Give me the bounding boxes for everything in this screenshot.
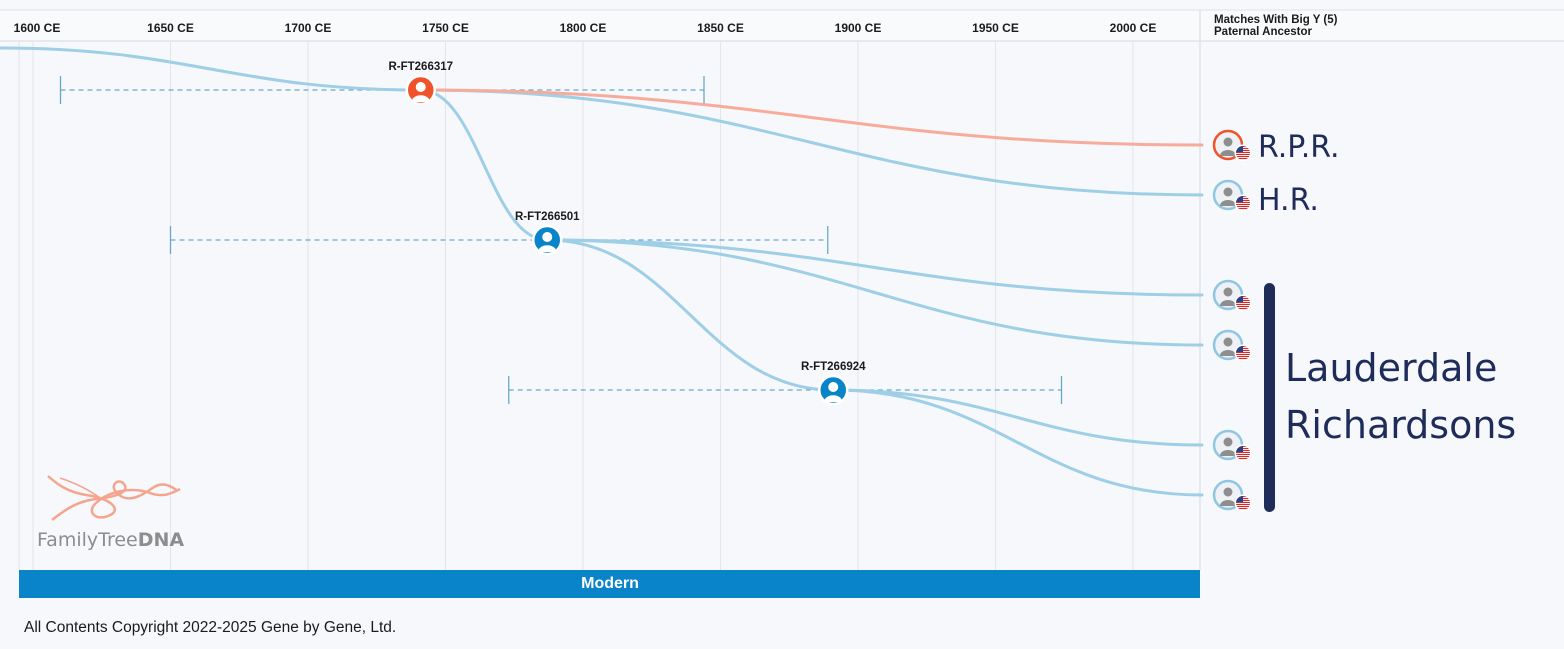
lineage-to-match — [545, 238, 1204, 347]
gridlines — [32, 41, 1134, 570]
axis-tick-label: 1900 CE — [835, 21, 882, 35]
svg-text:FamilyTreeDNA: FamilyTreeDNA — [37, 529, 184, 551]
group-label-line1: Lauderdale — [1285, 346, 1497, 390]
confidence-intervals — [59, 76, 1063, 404]
axis-tick-label: 1650 CE — [147, 21, 194, 35]
lineage-root — [0, 46, 423, 92]
avatar-person-body — [1220, 300, 1236, 306]
brand-text-light: FamilyTree — [37, 529, 138, 551]
match-label-hr: H.R. — [1258, 183, 1319, 218]
axis-tick-label: 1850 CE — [697, 21, 744, 35]
person-icon-head — [542, 232, 553, 242]
axis-tick-label: 1600 CE — [14, 21, 61, 35]
header-band — [0, 10, 1564, 41]
avatar-person-head — [1223, 287, 1233, 297]
person-icon-body — [411, 95, 430, 102]
copyright-footer: All Contents Copyright 2022-2025 Gene by… — [24, 619, 397, 636]
brand-text-bold: DNA — [138, 529, 185, 551]
avatar-person-head — [1223, 187, 1233, 197]
match-avatar[interactable] — [1212, 279, 1252, 312]
us-flag-icon — [1234, 444, 1252, 462]
match-avatar[interactable] — [1212, 179, 1252, 212]
lineage-to-match — [545, 238, 1204, 297]
lineage-to-node — [545, 238, 835, 392]
familytreedna-logo: FamilyTreeDNA — [37, 475, 184, 551]
person-icon-head — [415, 82, 426, 92]
axis-tick-labels: 1600 CE 1650 CE 1700 CE 1750 CE 1800 CE 1850 … — [14, 21, 1157, 35]
us-flag-icon — [1234, 344, 1252, 362]
lineage-highlight — [419, 88, 1204, 147]
era-bar — [19, 570, 1200, 598]
us-flag-icon — [1234, 494, 1252, 512]
us-flag-icon — [1234, 294, 1252, 312]
lineage-to-match — [419, 88, 1204, 197]
match-label-rpr: R.P.R. — [1258, 130, 1340, 165]
match-avatar[interactable] — [1212, 329, 1252, 362]
axis-tick-label: 1750 CE — [422, 21, 469, 35]
ancestor-node[interactable]: R-FT266317 — [388, 61, 453, 106]
person-icon-head — [828, 382, 839, 392]
lineage-to-match — [831, 388, 1204, 447]
avatar-person-head — [1223, 487, 1233, 497]
era-label: Modern — [581, 575, 639, 592]
ancestor-node-label: R-FT266317 — [388, 61, 453, 73]
avatar-person-body — [1220, 500, 1236, 506]
axis-tick-label: 1700 CE — [285, 21, 332, 35]
ancestor-nodes: R-FT266317 R-FT266501 R-FT266924 — [388, 61, 866, 406]
axis-tick-label: 1800 CE — [560, 21, 607, 35]
matches-header-line2: Paternal Ancestor — [1214, 26, 1313, 38]
ancestor-node[interactable]: R-FT266501 — [515, 211, 580, 256]
group-label-line2: Richardsons — [1285, 403, 1516, 447]
lineage-to-node — [419, 88, 549, 242]
person-icon-body — [538, 245, 557, 252]
matches-header-line1: Matches With Big Y (5) — [1214, 14, 1338, 26]
lineage-curves — [0, 46, 1204, 497]
lineage-to-match — [831, 388, 1204, 497]
ancestor-node[interactable]: R-FT266924 — [801, 361, 866, 406]
axis-tick-label: 2000 CE — [1110, 21, 1157, 35]
avatar-person-body — [1220, 150, 1236, 156]
us-flag-icon — [1234, 144, 1252, 162]
ancestor-node-label: R-FT266501 — [515, 211, 580, 223]
person-icon-body — [824, 395, 843, 402]
avatar-person-head — [1223, 437, 1233, 447]
match-avatar[interactable] — [1212, 479, 1252, 512]
match-avatars — [1212, 129, 1252, 512]
axis-tick-label: 1950 CE — [972, 21, 1019, 35]
avatar-person-head — [1223, 337, 1233, 347]
avatar-person-body — [1220, 450, 1236, 456]
match-avatar[interactable] — [1212, 129, 1252, 162]
group-bracket — [1264, 283, 1275, 512]
avatar-person-body — [1220, 350, 1236, 356]
match-avatar[interactable] — [1212, 429, 1252, 462]
avatar-person-head — [1223, 137, 1233, 147]
ancestor-node-label: R-FT266924 — [801, 361, 866, 373]
us-flag-icon — [1234, 194, 1252, 212]
avatar-person-body — [1220, 200, 1236, 206]
